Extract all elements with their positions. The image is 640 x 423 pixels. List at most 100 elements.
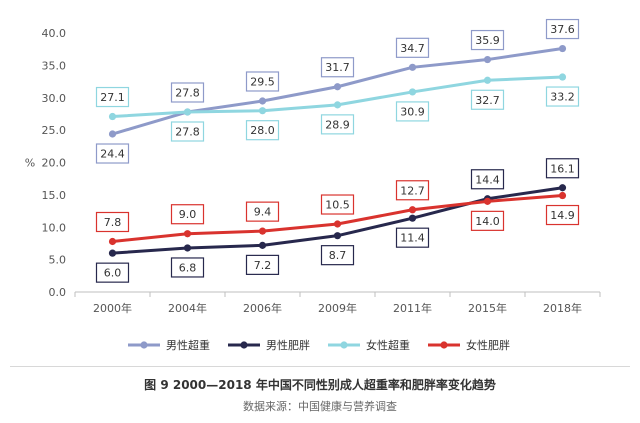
data-label-text: 30.9 — [400, 105, 425, 118]
data-label-text: 27.8 — [175, 125, 200, 138]
data-label-text: 16.1 — [550, 162, 575, 175]
x-tick-label: 2006年 — [243, 301, 282, 315]
data-point — [558, 191, 567, 200]
data-label-text: 37.6 — [550, 23, 575, 36]
y-tick-label: 25.0 — [42, 124, 67, 137]
y-tick-label: 35.0 — [42, 59, 67, 72]
data-point — [108, 112, 117, 121]
y-tick-label: 40.0 — [42, 27, 67, 40]
data-label: 27.1 — [95, 86, 130, 108]
data-point — [558, 184, 567, 192]
series-layer — [108, 44, 567, 257]
data-label-box — [395, 101, 430, 122]
data-label-box — [95, 143, 130, 164]
data-point — [483, 197, 492, 205]
data-label-box — [320, 245, 355, 266]
x-tick-label: 2011年 — [393, 301, 432, 315]
data-label: 37.6 — [545, 18, 580, 40]
data-label-text: 10.5 — [325, 199, 350, 212]
line-chart: 0.0 5.0 10.0 15.0 20.0 25.0 30.0 35.0 40.0% 2000年… — [25, 18, 601, 352]
data-point — [108, 237, 117, 246]
legend-label: 女性超重 — [366, 338, 410, 352]
legend-item: 女性肥胖 — [428, 338, 510, 352]
data-point — [258, 97, 267, 105]
y-tick-label: 15.0 — [42, 189, 67, 202]
data-label-text: 14.9 — [550, 209, 575, 222]
y-tick-label: 20.0 — [42, 157, 67, 170]
data-label: 35.9 — [470, 29, 505, 51]
data-label: 27.8 — [170, 121, 205, 142]
data-label-box — [170, 204, 205, 225]
data-label-box — [395, 37, 430, 58]
data-label: 6.0 — [95, 262, 130, 283]
data-point — [183, 244, 192, 252]
data-source: 数据来源：中国健康与营养调查 — [243, 400, 397, 413]
legend-label: 男性超重 — [166, 338, 210, 352]
data-point — [183, 230, 192, 238]
legend-swatch-marker — [340, 341, 348, 349]
data-point — [558, 44, 567, 53]
data-label-text: 11.4 — [400, 232, 425, 245]
data-label-text: 28.9 — [325, 118, 350, 131]
y-tick-label: 0.0 — [49, 286, 67, 299]
data-label-box — [470, 29, 505, 51]
data-label-box — [320, 57, 355, 78]
data-label-text: 27.8 — [175, 86, 200, 99]
data-point — [483, 76, 492, 84]
data-label-box — [470, 210, 505, 231]
data-label: 12.7 — [395, 180, 430, 201]
data-label-text: 35.9 — [475, 34, 500, 47]
data-label-text: 34.7 — [400, 42, 425, 55]
data-label-box — [395, 227, 430, 248]
data-point — [408, 214, 417, 222]
data-label-box — [395, 180, 430, 201]
data-label-box — [545, 18, 580, 40]
data-point — [408, 206, 417, 214]
data-label-box — [545, 86, 580, 107]
data-label: 9.0 — [170, 204, 205, 225]
data-label-box — [320, 114, 355, 135]
data-label-text: 32.7 — [475, 94, 500, 107]
data-point — [408, 88, 417, 96]
x-tick-label: 2015年 — [468, 301, 507, 315]
data-label-box — [470, 89, 505, 110]
data-label-text: 33.2 — [550, 91, 575, 104]
axes: 0.0 5.0 10.0 15.0 20.0 25.0 30.0 35.0 40.0% 2000年… — [25, 27, 601, 315]
data-point — [258, 227, 267, 235]
data-label: 27.8 — [170, 82, 205, 103]
legend-item: 男性超重 — [128, 338, 210, 352]
legend-label: 男性肥胖 — [266, 338, 310, 352]
data-label-text: 6.8 — [179, 261, 197, 274]
data-label: 11.4 — [395, 227, 430, 248]
data-label-text: 9.0 — [179, 208, 197, 221]
data-label-text: 28.0 — [250, 124, 275, 137]
data-label-text: 31.7 — [325, 61, 350, 74]
data-label: 6.8 — [170, 257, 205, 278]
figure-caption: 图 9 2000—2018 年中国不同性别成人超重率和肥胖率变化趋势 — [144, 378, 496, 392]
data-point — [333, 83, 342, 91]
y-tick-label: 10.0 — [42, 221, 67, 234]
data-point — [333, 101, 342, 109]
data-label-text: 27.1 — [100, 91, 125, 104]
data-label-text: 24.4 — [100, 148, 125, 161]
x-tick-label: 2018年 — [543, 301, 582, 315]
data-label-text: 12.7 — [400, 184, 425, 197]
data-label: 28.0 — [245, 120, 280, 141]
data-label: 30.9 — [395, 101, 430, 122]
data-point — [558, 73, 567, 81]
data-label: 29.5 — [245, 71, 280, 92]
data-label-box — [245, 201, 280, 222]
data-label-text: 6.0 — [104, 267, 122, 280]
data-label-box — [245, 71, 280, 92]
data-label-text: 14.0 — [475, 215, 500, 228]
x-tick-label: 2004年 — [168, 301, 207, 315]
data-label: 8.7 — [320, 245, 355, 266]
data-label: 10.5 — [320, 194, 355, 215]
data-label-box — [170, 82, 205, 103]
data-label-text: 8.7 — [329, 249, 347, 262]
data-label: 24.4 — [95, 143, 130, 164]
legend-item: 男性肥胖 — [228, 338, 310, 352]
data-point — [333, 220, 342, 228]
legend: 男性超重 男性肥胖 女性超重 女性肥胖 — [128, 338, 510, 352]
